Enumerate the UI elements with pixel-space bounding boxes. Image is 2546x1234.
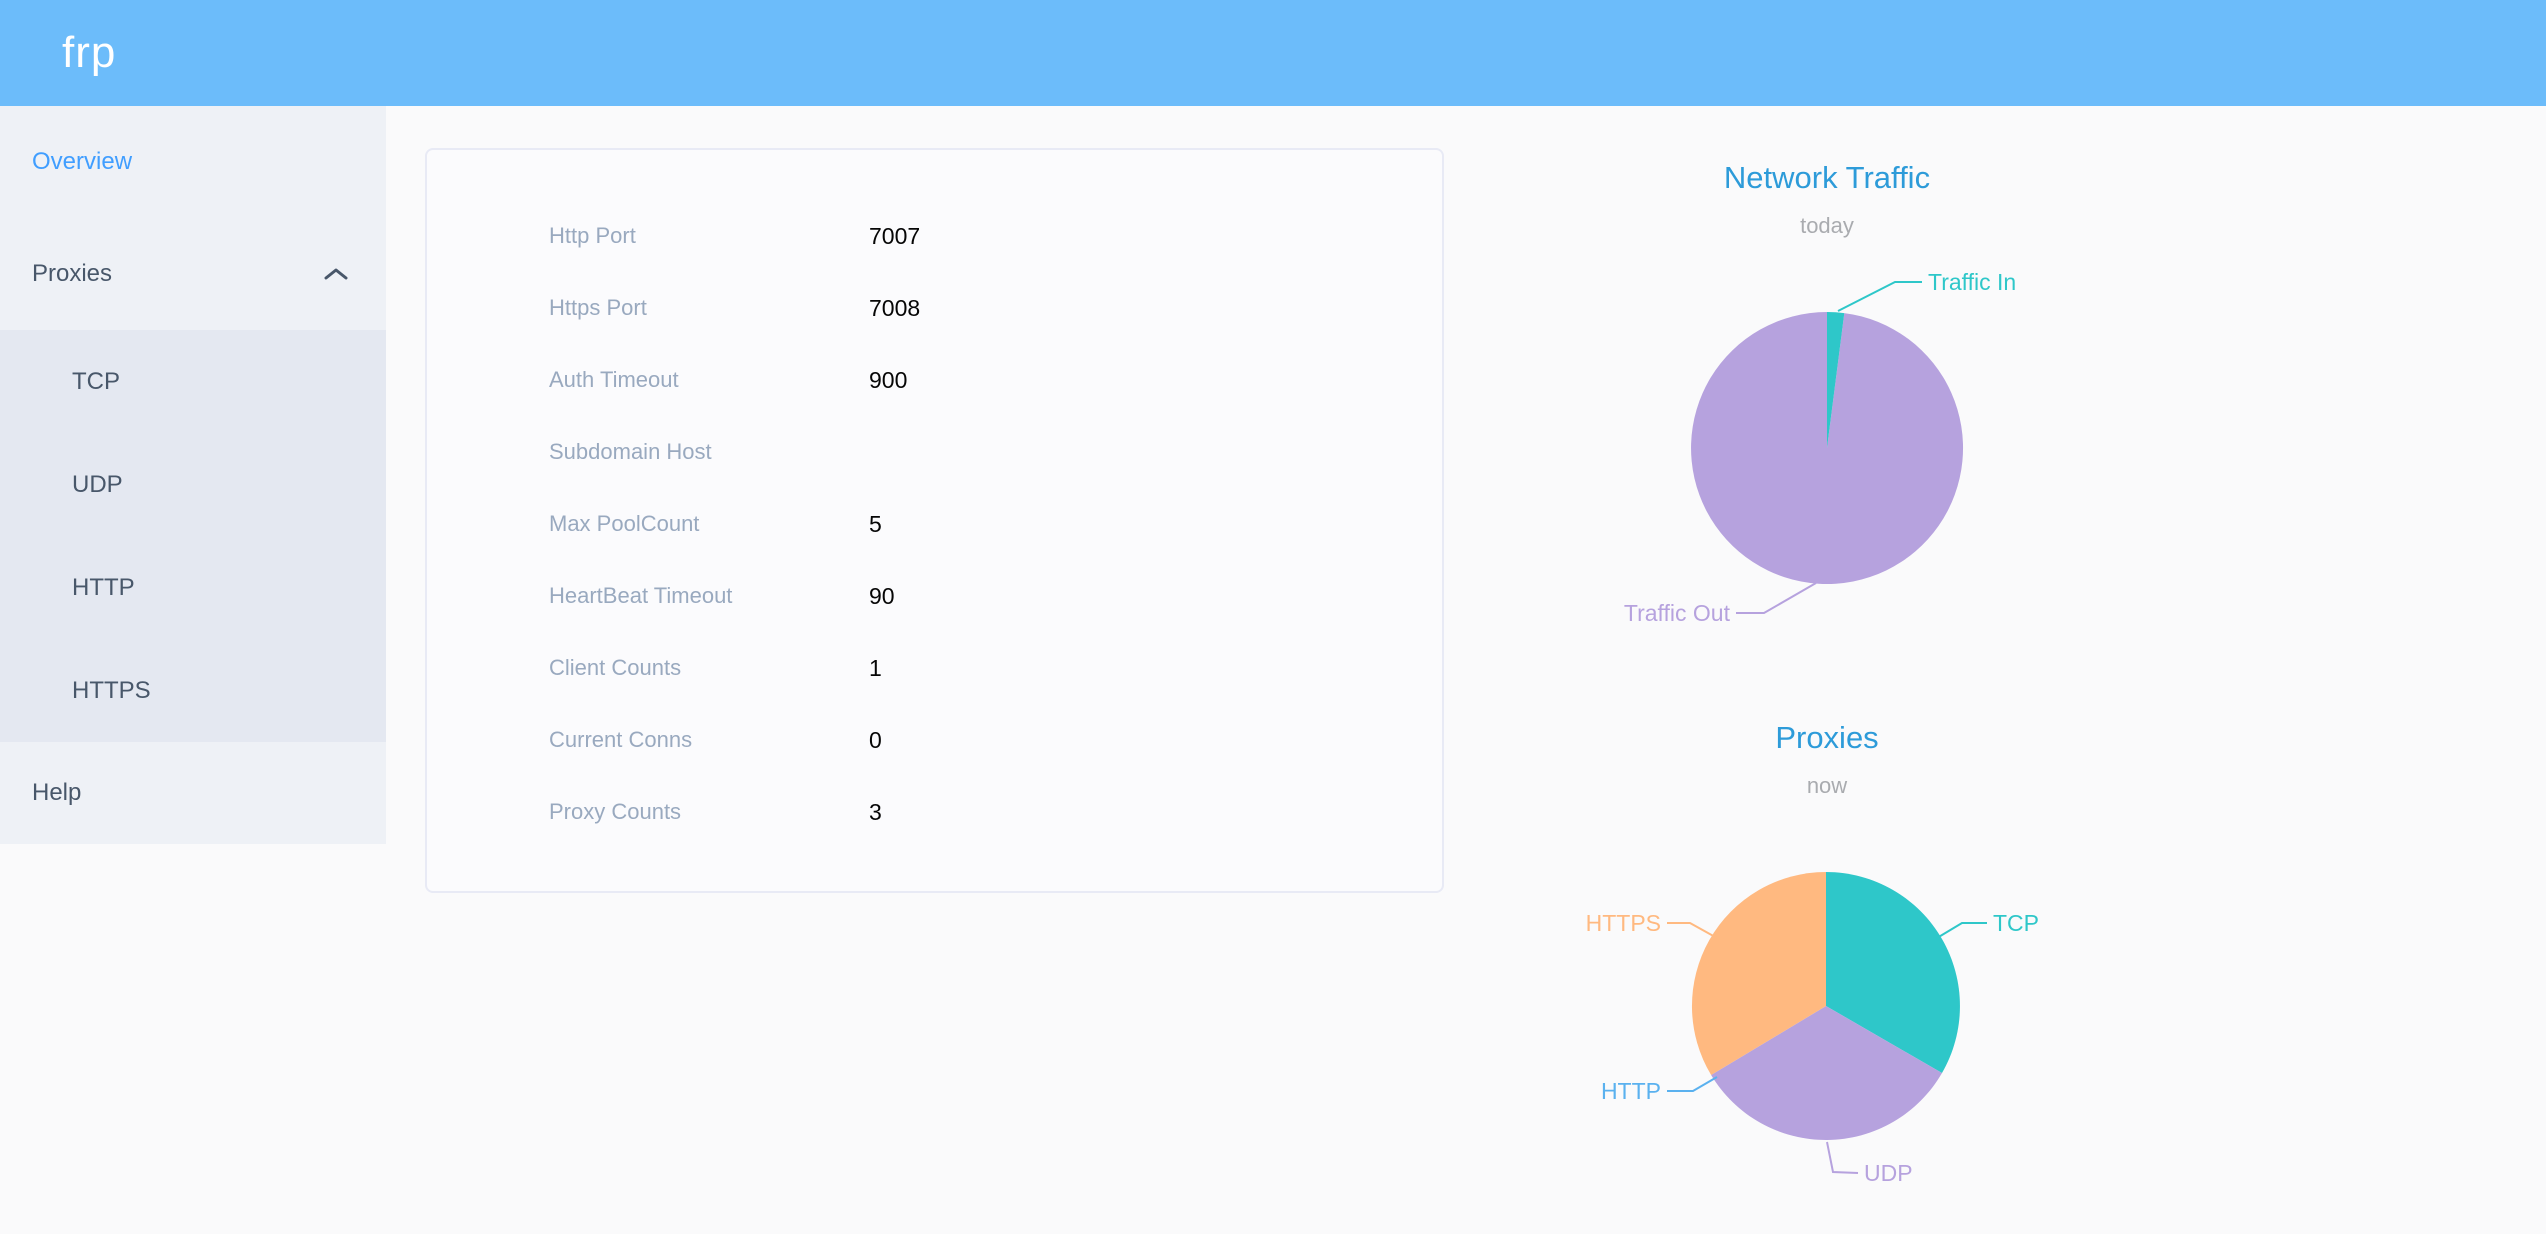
leader-line-tcp: [1936, 922, 1987, 939]
info-label: Client Counts: [549, 655, 682, 680]
info-value: 1: [869, 654, 882, 681]
pie-label-tcp: TCP: [1993, 910, 2039, 936]
sidebar-item-label: UDP: [72, 471, 123, 498]
sidebar-item-label: HTTP: [72, 574, 135, 601]
info-value: 5: [869, 510, 882, 537]
pie-slice-udp[interactable]: [1711, 1006, 1942, 1140]
info-row-auth-timeout: Auth Timeout 900: [427, 344, 1442, 416]
pie-label-http: HTTP: [1601, 1078, 1661, 1104]
sidebar-item-label: Overview: [32, 148, 133, 175]
top-header-bar: frp: [0, 0, 2546, 106]
sidebar-item-http[interactable]: HTTP: [0, 536, 386, 639]
pie-label-traffic-in: Traffic In: [1928, 269, 2016, 295]
sidebar-item-udp[interactable]: UDP: [0, 433, 386, 536]
pie-label-https: HTTPS: [1586, 910, 1661, 936]
app-logo[interactable]: frp: [62, 28, 117, 77]
leader-line-http: [1667, 1076, 1718, 1092]
info-row-proxy-counts: Proxy Counts 3: [427, 776, 1442, 848]
info-row-current-conns: Current Conns 0: [427, 704, 1442, 776]
leader-line-https: [1667, 922, 1718, 939]
info-row-max-poolcount: Max PoolCount 5: [427, 488, 1442, 560]
chart-title: Network Traffic: [1724, 160, 1930, 195]
info-row-subdomain-host: Subdomain Host: [427, 416, 1442, 488]
pie-label-traffic-out: Traffic Out: [1624, 600, 1731, 626]
info-label: Proxy Counts: [549, 799, 682, 824]
sidebar-item-label: Proxies: [32, 260, 113, 287]
info-value: 7007: [869, 222, 921, 249]
sidebar-item-help[interactable]: Help: [0, 742, 386, 844]
pie-slice-tcp[interactable]: [1826, 872, 1960, 1073]
pie-label-udp: UDP: [1864, 1160, 1913, 1186]
leader-line-udp: [1826, 1141, 1859, 1174]
info-label: Subdomain Host: [549, 439, 712, 464]
leader-line-traffic-out: [1736, 582, 1817, 614]
chart-subtitle: now: [1807, 773, 1847, 798]
info-label: Https Port: [549, 295, 647, 320]
network-traffic-chart: Network Traffic today Traffic In Traffic…: [1624, 160, 2016, 626]
sidebar-item-proxies[interactable]: Proxies: [0, 218, 386, 330]
proxies-chart: Proxies now TCP UDP HTTP HTTPS: [1586, 720, 2039, 1186]
leader-line-traffic-in: [1837, 281, 1922, 312]
pie-slice-traffic-out[interactable]: [1691, 312, 1964, 584]
info-row-heartbeat-timeout: HeartBeat Timeout 90: [427, 560, 1442, 632]
proxies-pie: [1691, 872, 1960, 1140]
chart-subtitle: today: [1800, 213, 1854, 238]
info-row-https-port: Https Port 7008: [427, 272, 1442, 344]
info-row-http-port: Http Port 7007: [427, 200, 1442, 272]
info-label: Http Port: [549, 223, 636, 248]
info-value: 3: [869, 798, 882, 825]
info-value: 900: [869, 366, 908, 393]
info-label: Auth Timeout: [549, 367, 679, 392]
proxies-submenu: TCP UDP HTTP HTTPS: [0, 330, 386, 742]
sidebar-item-label: Help: [32, 779, 82, 806]
sidebar-item-label: TCP: [72, 368, 120, 395]
network-traffic-pie: [1691, 312, 1964, 584]
info-label: Current Conns: [549, 727, 693, 752]
server-info-card: Http Port 7007 Https Port 7008 Auth Time…: [425, 148, 1444, 893]
info-row-client-counts: Client Counts 1: [427, 632, 1442, 704]
sidebar-item-https[interactable]: HTTPS: [0, 639, 386, 742]
pie-slice-https[interactable]: [1691, 872, 1826, 1075]
info-value: 90: [869, 582, 895, 609]
info-label: Max PoolCount: [549, 511, 700, 536]
info-value: 7008: [869, 294, 921, 321]
sidebar-item-label: HTTPS: [72, 677, 151, 704]
chevron-up-icon: [324, 268, 348, 280]
pie-slice-traffic-in[interactable]: [1827, 312, 1845, 448]
sidebar-nav: Overview Proxies TCP UDP HTTP HTTPS Help: [0, 106, 386, 844]
charts-column: Network Traffic today Traffic In Traffic…: [1445, 0, 2209, 1234]
info-value: 0: [869, 726, 882, 753]
sidebar-item-tcp[interactable]: TCP: [0, 330, 386, 433]
info-label: HeartBeat Timeout: [549, 583, 733, 608]
sidebar-item-overview[interactable]: Overview: [0, 106, 386, 218]
chart-title: Proxies: [1775, 720, 1878, 755]
